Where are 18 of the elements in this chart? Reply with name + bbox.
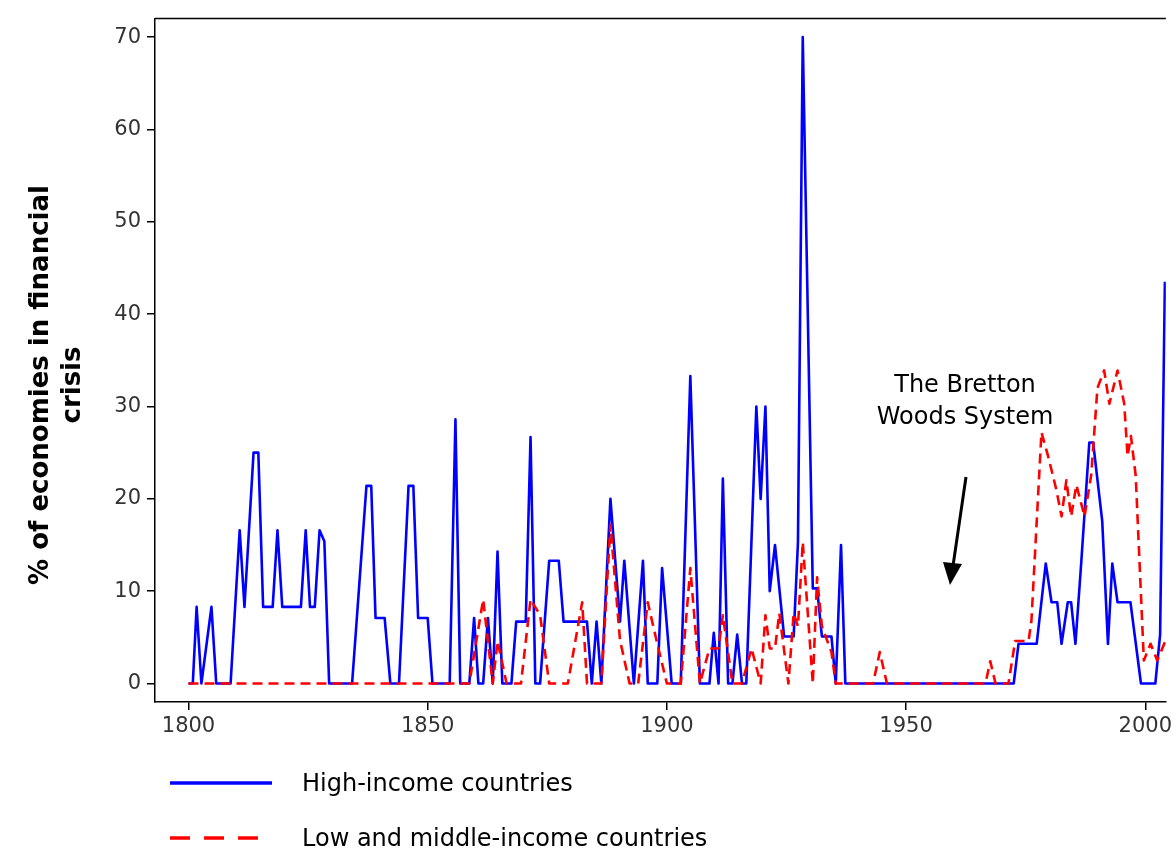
line-series: [187, 369, 1166, 685]
y-tick-label: 0: [127, 669, 141, 694]
y-axis-title: % of economies in financial crisis: [23, 184, 87, 587]
y-tick-label: 30: [114, 392, 141, 417]
legend-label: Low and middle-income countries: [302, 823, 708, 852]
y-tick-label: 40: [114, 300, 141, 325]
annotation: The Bretton Woods System: [875, 369, 1055, 432]
y-tick-label: 60: [114, 115, 141, 140]
y-tick-label: 50: [114, 208, 141, 233]
x-tick-label: 1850: [400, 713, 455, 738]
x-tick-label: 2000: [1118, 713, 1172, 738]
x-tick-label: 1800: [161, 713, 216, 738]
y-tick-label: 10: [114, 577, 141, 602]
legend-label: High-income countries: [302, 768, 573, 797]
y-tick-label: 70: [114, 23, 141, 48]
x-tick-label: 1950: [879, 713, 933, 738]
y-tick-label: 20: [114, 485, 141, 510]
x-tick-label: 1900: [640, 713, 694, 738]
